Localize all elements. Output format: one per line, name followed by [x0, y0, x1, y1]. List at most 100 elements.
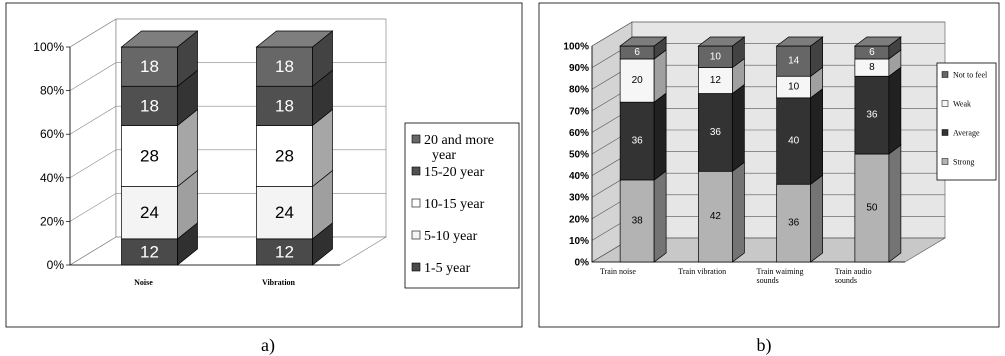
chart-a-legend-swatch — [411, 262, 421, 272]
chart-b-legend-swatch — [941, 129, 949, 136]
chart-a-gridline — [69, 18, 386, 48]
chart-a-bar-segment — [121, 108, 198, 188]
chart-b-bar-top — [619, 36, 668, 47]
chart-b-bar-segment-side — [732, 161, 745, 263]
chart-b-bar-segment-side — [888, 144, 902, 263]
chart-b-y-tick-label: 100% — [563, 42, 589, 53]
chart-b-bar-segment — [854, 144, 902, 263]
chart-b-y-tick-label: 80% — [569, 85, 589, 96]
chart-a-bar-segment — [256, 222, 333, 266]
chart-b-y-tick-label: 70% — [569, 106, 589, 117]
chart-a-caption: a) — [261, 335, 275, 356]
chart-a-data-label: 18 — [140, 96, 159, 115]
chart-a-side-wall — [69, 18, 117, 266]
chart-a-data-label: 28 — [140, 147, 159, 166]
chart-b-y-tick-label: 60% — [569, 128, 589, 139]
chart-a-y-tick-label: 80% — [40, 84, 64, 98]
chart-b-bar-top — [697, 36, 746, 47]
chart-b-bar-segment-front — [854, 75, 890, 155]
chart-a-bar-segment-front — [256, 238, 313, 266]
chart-b-y-tick-label: 10% — [569, 236, 589, 247]
chart-b-legend-label: Weak — [953, 100, 971, 109]
chart-a-bar-segment — [121, 222, 198, 266]
chart-b-bar-segment — [776, 36, 823, 77]
chart-b-category-label: Train waiming — [757, 267, 804, 276]
chart-a-bar-top — [255, 30, 334, 48]
chart-b-bar-segment — [698, 36, 745, 69]
chart-b-category-label: Train vibration — [678, 267, 726, 276]
chart-a-legend-label: 15-20 year — [424, 165, 485, 180]
chart-b-legend-label: Strong — [953, 158, 974, 167]
chart-b: 0% 10% 20% 30% 40% 50% 60% 70% 80% 90% 100% 38 36 20 6… — [538, 2, 1000, 356]
chart-a-legend-label: year — [432, 148, 456, 163]
chart-b-category-label: sounds — [757, 276, 779, 285]
chart-b-category-label: Train audio — [835, 267, 872, 276]
chart-b-data-label: 8 — [869, 62, 875, 73]
chart-b-bar-segment — [619, 36, 667, 60]
chart-b-data-label: 6 — [634, 47, 640, 58]
chart-a-bar-segment — [121, 69, 198, 127]
chart-b-bar-top — [853, 36, 902, 47]
chart-a-bar-segment-front — [256, 125, 313, 187]
chart-a-y-tick-label: 0% — [47, 258, 65, 272]
chart-a-y-tick-label: 100% — [33, 40, 64, 54]
chart-b-y-tick-label: 20% — [569, 214, 589, 225]
chart-b-bar-segment — [619, 92, 667, 181]
chart-b-legend-label: Not to feel — [953, 71, 988, 80]
chart-b-data-label: 10 — [710, 51, 722, 62]
chart-b-data-label: 42 — [710, 211, 722, 222]
chart-b-bar-segment-side — [653, 92, 667, 181]
chart-a-bar-segment-front — [121, 46, 178, 87]
chart-a-bar-segment — [256, 69, 333, 127]
chart-a-data-label: 24 — [140, 203, 159, 222]
chart-b-data-label: 36 — [632, 136, 644, 147]
chart-a-data-label: 12 — [140, 242, 159, 261]
chart-b-category-label: Train noise — [600, 267, 636, 276]
chart-b-bar-segment — [619, 170, 667, 263]
chart-b-legend-label: Average — [953, 129, 980, 138]
chart-b-data-label: 14 — [788, 56, 800, 67]
chart-b-data-label: 36 — [866, 110, 878, 121]
chart-b-bar-segment — [854, 49, 902, 77]
chart-a-data-label: 28 — [275, 147, 294, 166]
chart-a-data-label: 12 — [275, 242, 294, 261]
chart-b-bar-segment-side — [732, 83, 745, 172]
chart-b-data-label: 36 — [788, 218, 800, 229]
chart-a-bar-segment — [256, 169, 333, 240]
chart-b-data-label: 20 — [632, 75, 644, 86]
chart-a-bar-segment — [121, 30, 198, 87]
chart-b-bar-segment-side — [653, 170, 667, 263]
chart-b-data-label: 40 — [788, 136, 800, 147]
chart-b-legend-swatch — [941, 71, 949, 78]
chart-b-bar-segment-front — [619, 58, 655, 103]
chart-b-bar-segment-front — [698, 170, 733, 263]
chart-a-data-label: 18 — [275, 57, 294, 76]
chart-b-bar-segment — [776, 88, 823, 185]
chart-b-bar-top — [775, 36, 824, 47]
chart-a-data-label: 18 — [275, 96, 294, 115]
chart-b-bar-segment-front — [698, 93, 733, 172]
chart-b-caption: b) — [757, 335, 772, 356]
chart-b-bar-segment-side — [810, 174, 823, 263]
chart-a-legend-label: 10-15 year — [424, 197, 485, 212]
chart-b-bar-segment — [698, 83, 745, 172]
chart-b-legend: Not to feel Weak Average Strong — [936, 62, 997, 181]
chart-a-legend-swatch — [411, 198, 421, 208]
chart-b-data-label: 38 — [632, 215, 644, 226]
chart-a-y-tick-label: 60% — [40, 127, 64, 141]
chart-b-bar-segment — [698, 161, 745, 263]
chart-a-legend-label: 1-5 year — [424, 261, 471, 276]
chart-b-y-tick-label: 0% — [575, 258, 590, 269]
chart-a-bar-segment-front — [256, 46, 313, 87]
chart-a-bar-segment — [256, 108, 333, 188]
chart-b-bar-segment-front — [619, 179, 655, 263]
chart-b-gridline — [591, 21, 945, 47]
chart-b-data-label: 36 — [710, 127, 722, 138]
chart-a-floor — [68, 236, 388, 266]
chart-b-bar-segment-side — [888, 66, 902, 155]
chart-b-category-label: sounds — [835, 276, 857, 285]
chart-a-bar-top — [120, 30, 199, 48]
chart-b-y-tick-label: 30% — [569, 193, 589, 204]
chart-a-bar-segment-front — [121, 186, 178, 240]
